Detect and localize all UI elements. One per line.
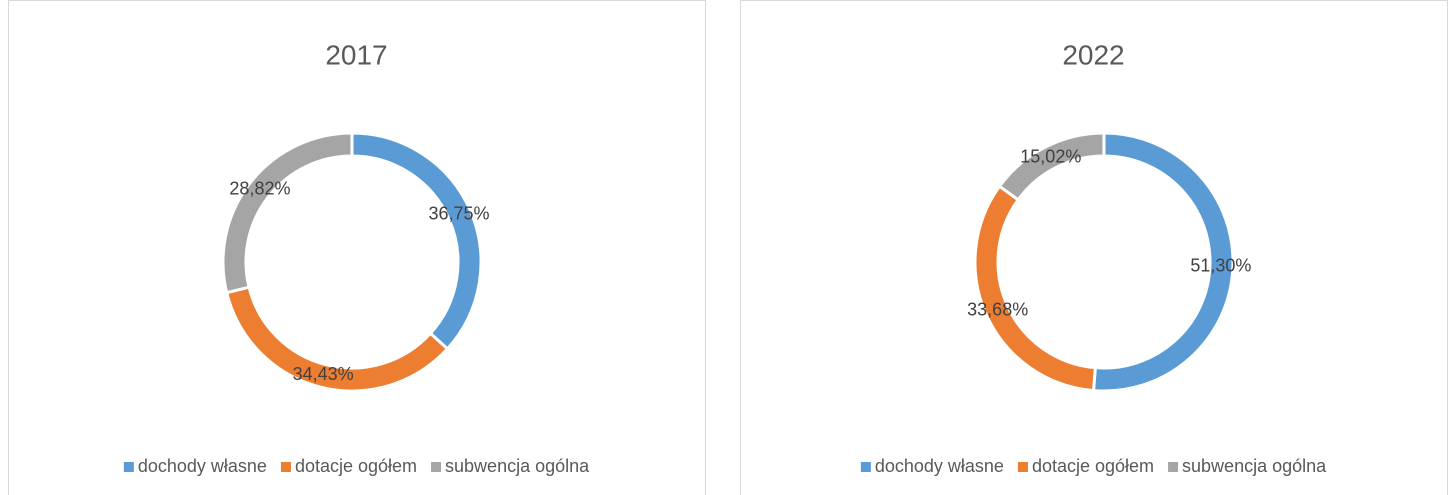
legend-label: dochody własne xyxy=(875,456,1004,476)
data-label: 15,02% xyxy=(1020,147,1081,167)
legend-marker xyxy=(431,462,442,472)
legend-marker xyxy=(860,462,871,472)
legend-marker xyxy=(1168,462,1179,472)
legend-label: subwencja ogólna xyxy=(445,456,590,476)
chart-title: 2017 xyxy=(325,39,387,70)
data-label: 34,43% xyxy=(293,364,354,384)
data-label: 51,30% xyxy=(1190,256,1251,276)
donut-slice xyxy=(997,131,1106,202)
chart-title: 2022 xyxy=(1062,39,1124,70)
data-label: 33,68% xyxy=(967,300,1028,320)
data-label: 36,75% xyxy=(428,203,489,223)
legend-label: dochody własne xyxy=(138,456,267,476)
data-label: 28,82% xyxy=(229,179,290,199)
donut-slice xyxy=(221,131,354,295)
legend-marker xyxy=(280,462,291,472)
legend-marker xyxy=(123,462,134,472)
legend-label: dotacje ogółem xyxy=(1032,456,1154,476)
chart-frame xyxy=(740,0,1448,495)
legend-label: dotacje ogółem xyxy=(295,456,417,476)
legend-marker xyxy=(1017,462,1028,472)
chart-frame xyxy=(8,0,706,495)
legend-label: subwencja ogólna xyxy=(1182,456,1327,476)
